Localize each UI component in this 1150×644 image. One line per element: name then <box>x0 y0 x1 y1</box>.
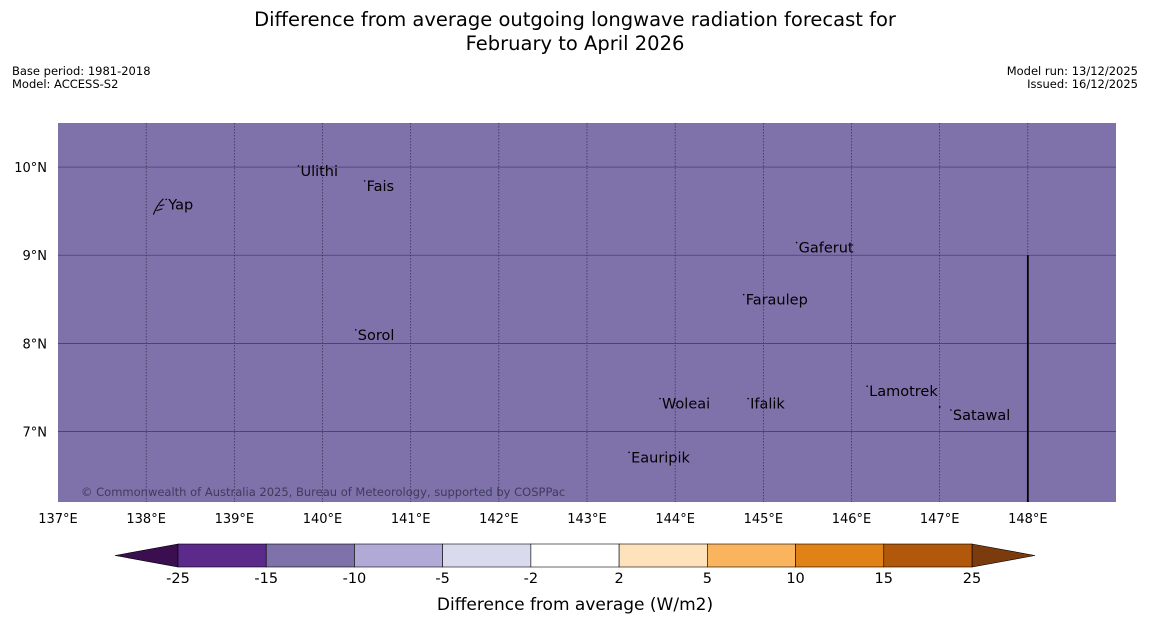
place-label: Satawal <box>953 408 1010 424</box>
island-marker <box>628 451 630 454</box>
lon-tick-label: 141°E <box>391 512 431 527</box>
colorbar-tick-label: 25 <box>963 571 981 587</box>
chart-title: Difference from average outgoing longwav… <box>0 8 1150 56</box>
colorbar-bin <box>354 543 443 568</box>
island-marker <box>950 409 952 411</box>
place-label: Ifalik <box>750 397 785 413</box>
lon-tick-label: 137°E <box>38 512 78 527</box>
colorbar-bin <box>530 543 620 568</box>
island-marker <box>297 165 300 167</box>
colorbar-tick-label: 10 <box>786 571 804 587</box>
lat-tick-label: 8°N <box>23 337 48 352</box>
island-marker <box>938 406 941 408</box>
colorbar-tick-label: -25 <box>166 571 190 587</box>
island-marker <box>165 198 168 201</box>
place-label: Gaferut <box>799 241 854 257</box>
colorbar-bin <box>177 543 267 568</box>
place-label: Sorol <box>358 328 395 344</box>
colorbar-bin <box>707 543 796 568</box>
island-marker <box>795 241 798 244</box>
copyright-text: © Commonwealth of Australia 2025, Bureau… <box>81 485 565 499</box>
place-label: Fais <box>367 179 394 195</box>
lat-tick-label: 7°N <box>23 425 48 440</box>
issued-date: Issued: 16/12/2025 <box>1027 77 1138 91</box>
place-label: Faraulep <box>746 293 808 309</box>
title-line-2: February to April 2026 <box>465 32 685 55</box>
lon-tick-label: 146°E <box>832 512 872 527</box>
colorbar-tick-label: 5 <box>703 571 712 587</box>
island-marker <box>363 180 366 182</box>
lon-tick-label: 142°E <box>479 512 519 527</box>
colorbar-bin <box>442 543 532 568</box>
place-label: Eauripik <box>631 450 690 466</box>
colorbar-bin <box>618 543 708 568</box>
colorbar-tick-label: -5 <box>435 571 449 587</box>
place-label: Ulithi <box>300 164 338 180</box>
colorbar-tick-label: -15 <box>254 571 278 587</box>
place-label: Lamotrek <box>869 384 938 400</box>
island-marker <box>747 397 749 400</box>
colorbar-tick-label: 15 <box>875 571 893 587</box>
lon-tick-label: 143°E <box>567 512 607 527</box>
colorbar-tick-label: -10 <box>343 571 367 587</box>
colorbar-bin <box>265 543 355 568</box>
title-line-1: Difference from average outgoing longwav… <box>254 8 896 31</box>
colorbar-tick-label: 2 <box>614 571 623 587</box>
island-marker <box>354 329 357 331</box>
colorbar-bin <box>883 543 973 568</box>
colorbar-title: Difference from average (W/m2) <box>437 595 713 615</box>
base-period: Base period: 1981-2018 <box>12 64 151 78</box>
lon-tick-label: 148°E <box>1008 512 1048 527</box>
run-info: Model run: 13/12/2025 Issued: 16/12/2025 <box>1007 65 1138 91</box>
yap-island-shape <box>152 198 165 215</box>
map-panel: 137°E 138°E 139°E 140°E 141°E 142°E 143°E 144°E… <box>14 123 1116 527</box>
colorbar-bin <box>795 543 885 568</box>
colorbar-low-extend <box>114 543 179 568</box>
island-marker <box>866 385 868 388</box>
lat-tick-label: 10°N <box>14 161 47 176</box>
island-marker <box>742 293 745 296</box>
place-label: Yap <box>167 197 193 213</box>
lon-tick-label: 145°E <box>744 512 784 527</box>
lon-tick-label: 147°E <box>920 512 960 527</box>
lon-tick-label: 138°E <box>126 512 166 527</box>
model-run: Model run: 13/12/2025 <box>1006 64 1138 78</box>
model-name: Model: ACCESS-S2 <box>12 77 119 91</box>
lon-tick-label: 139°E <box>215 512 255 527</box>
lon-tick-label: 144°E <box>655 512 695 527</box>
place-label: Woleai <box>662 397 710 413</box>
island-marker <box>659 397 661 400</box>
lat-tick-label: 9°N <box>23 249 48 264</box>
base-info: Base period: 1981-2018 Model: ACCESS-S2 <box>12 65 151 91</box>
lon-tick-label: 140°E <box>303 512 343 527</box>
colorbar-high-extend <box>971 543 1036 568</box>
colorbar-tick-label: -2 <box>524 571 538 587</box>
